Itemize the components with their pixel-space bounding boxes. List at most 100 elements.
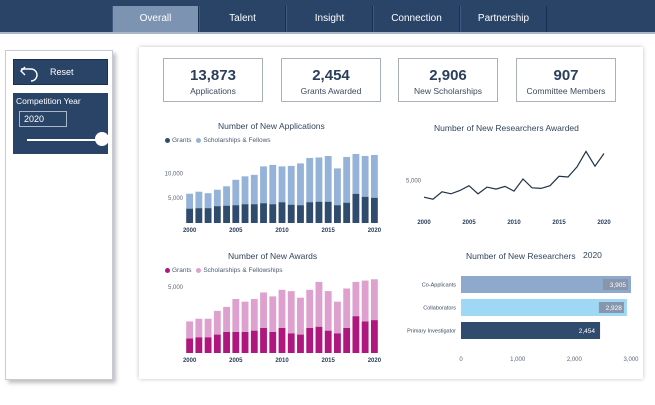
x-tick-label: 2015: [322, 228, 336, 234]
x-tick-label: 2005: [229, 358, 243, 364]
value-label: 3,905: [610, 282, 627, 289]
bar-segment: [232, 205, 240, 223]
bar-segment: [269, 204, 277, 223]
bar-segment: [361, 196, 369, 223]
year-input[interactable]: 2020: [19, 111, 67, 127]
chart-new-applications: 2000 2005 2010 2015 2020 5,000 10,000: [165, 153, 382, 234]
bar-segment: [297, 334, 304, 353]
bar-segment: [315, 157, 323, 202]
chart-title-new-awards: Number of New Awards: [228, 251, 318, 261]
year-slider-track[interactable]: [27, 139, 97, 141]
bar-segment: [223, 306, 230, 332]
bar: [461, 276, 631, 293]
reset-button[interactable]: Reset: [13, 59, 108, 85]
legend-dot: [196, 267, 202, 273]
bar: [461, 322, 601, 339]
bar-segment: [324, 201, 332, 223]
bar-segment: [213, 334, 221, 353]
chart-new-researchers-2020: Co-Applicants 3,905 Collaborators 2,928 Prim…: [407, 276, 639, 363]
legend-dot: [196, 137, 202, 143]
x-tick-label: 3,000: [623, 357, 639, 363]
kpi-applications: 13,873 Applications: [163, 58, 263, 102]
x-tick-label: 2020: [597, 220, 611, 226]
chart-title-new-applications: Number of New Applications: [218, 121, 325, 131]
bar-segment: [260, 203, 267, 223]
bar-segment: [241, 176, 249, 205]
value-label-bg: [603, 279, 628, 290]
legend-label-grants: Grants: [172, 267, 192, 274]
bar-segment: [361, 155, 369, 197]
kpi-label: New Scholarships: [413, 86, 483, 96]
kpi-value: 907: [553, 67, 579, 84]
bar-segment: [287, 165, 295, 205]
undo-arrow-icon: [20, 66, 38, 82]
x-tick-label: 2000: [183, 358, 197, 364]
x-tick-label: 2000: [417, 220, 431, 226]
bar-segment: [204, 208, 212, 223]
bar-segment: [186, 338, 194, 353]
y-tick-label: 10,000: [165, 171, 184, 177]
x-tick-label: 2010: [275, 228, 289, 234]
bar-segment: [370, 320, 378, 353]
bar-segment: [324, 291, 332, 331]
bar-segment: [324, 155, 332, 202]
bar-segment: [213, 310, 221, 335]
x-tick-label: 2010: [275, 358, 289, 364]
legend-dot: [165, 267, 170, 273]
bar-segment: [204, 337, 212, 353]
tab-overall[interactable]: Overall: [112, 6, 199, 32]
category-label: Co-Applicants: [422, 283, 456, 289]
bar-segment: [306, 157, 314, 203]
bar-segment: [343, 288, 351, 328]
kpi-committee-members: 907 Committee Members: [516, 58, 616, 102]
x-tick-label: 2005: [229, 228, 243, 234]
bar-segment: [343, 327, 351, 353]
chart-title-new-researchers: Number of New Researchers: [466, 251, 576, 261]
bar-segment: [370, 197, 378, 223]
x-tick-label: 1,000: [510, 357, 526, 363]
x-tick-label: 2,000: [567, 357, 583, 363]
kpi-grants-awarded: 2,454 Grants Awarded: [281, 58, 381, 102]
bar-segment: [269, 296, 277, 332]
year-slider-thumb[interactable]: [95, 132, 109, 146]
kpi-new-scholarships: 2,906 New Scholarships: [398, 58, 498, 102]
competition-year-title: Competition Year: [16, 96, 81, 106]
y-tick-label: 5,000: [406, 178, 422, 184]
legend-applications: Grants Scholarships & Fellows: [165, 137, 271, 144]
x-tick-label: 0: [459, 357, 463, 363]
bar-segment: [260, 327, 267, 353]
chart-new-awards: 2000 2005 2010 2015 2020 5,000: [168, 279, 382, 364]
tab-talent[interactable]: Talent: [199, 6, 286, 32]
bar-segment: [223, 331, 230, 353]
bar-segment: [186, 193, 194, 209]
x-tick-label: 2010: [507, 220, 521, 226]
legend-label-scholarships: Scholarships & Fellowships: [203, 267, 283, 274]
bar-segment: [315, 326, 323, 353]
filter-sidebar: Reset Competition Year 2020: [5, 50, 113, 380]
chart-new-researchers-awarded: 2000 2005 2010 2015 2020 5,000: [406, 150, 611, 226]
series-line: [423, 150, 605, 200]
bar-segment: [278, 327, 286, 353]
bar-segment: [250, 204, 258, 223]
kpi-value: 13,873: [190, 67, 236, 84]
bar-segment: [260, 166, 267, 204]
top-nav: Overall Talent Insight Connection Partne…: [0, 0, 655, 34]
bar-segment: [195, 191, 203, 209]
tab-insight[interactable]: Insight: [286, 6, 373, 32]
y-tick-label: 5,000: [168, 285, 184, 291]
bar-segment: [260, 292, 267, 328]
bar-segment: [352, 153, 360, 194]
bar-segment: [195, 208, 203, 223]
bar-segment: [250, 330, 258, 353]
bar-segment: [324, 330, 332, 353]
x-tick-label: 2020: [368, 228, 382, 234]
competition-year-filter: Competition Year 2020: [13, 93, 109, 154]
x-tick-label: 2020: [368, 358, 382, 364]
bar: [461, 299, 627, 316]
tab-partnership[interactable]: Partnership: [460, 6, 547, 32]
tab-connection[interactable]: Connection: [373, 6, 460, 32]
chart-title-new-researchers-awarded: Number of New Researchers Awarded: [434, 123, 579, 133]
kpi-label: Applications: [190, 86, 236, 96]
bar-segment: [232, 331, 240, 353]
x-tick-label: 2015: [322, 358, 336, 364]
